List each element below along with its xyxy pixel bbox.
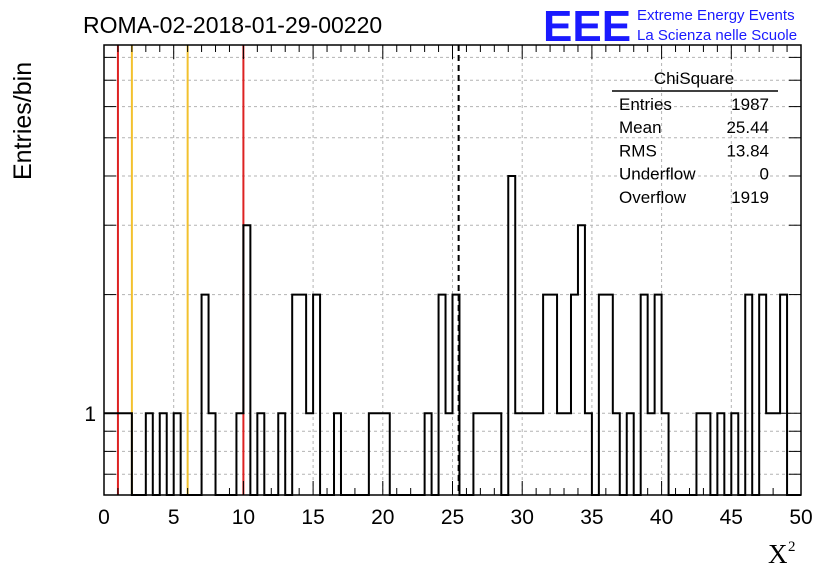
stats-rows: Entries 1987 Mean 25.44 RMS 13.84 Underflow 0 Ov… [619,95,769,207]
x-tick-label: 40 [650,506,673,529]
x-tick-label: 5 [168,506,180,529]
x-axis-label-text: X [768,539,788,569]
stats-box: ChiSquare Entries 1987 Mean 25.44 RMS 13.84 Un… [612,69,778,207]
x-axis-label-superscript: 2 [788,539,796,555]
logo-line-2: La Scienza nelle Scuole [637,27,797,44]
y-axis-label: Entries/bin [9,62,37,180]
x-tick-label: 50 [789,506,812,529]
plot-frame [103,44,802,496]
y-axis-ticks: 1 [84,56,801,475]
x-tick-label: 25 [441,506,464,529]
x-tick-label: 10 [232,506,255,529]
x-tick-label: 20 [371,506,394,529]
stats-title: ChiSquare [654,69,734,88]
stats-row-value: 25.44 [726,118,769,137]
stats-row-value: 13.84 [726,141,769,160]
logo-text: EEE [543,2,631,51]
logo-line-1: Extreme Energy Events [637,7,795,24]
x-axis-ticks: 0 5 10 15 20 25 30 35 40 45 50 [98,45,813,529]
y-tick-label: 1 [84,403,96,426]
stats-row-label: Mean [619,118,662,137]
stats-row-label: Underflow [619,165,696,184]
stats-row-label: Overflow [619,188,687,207]
x-tick-label: 45 [720,506,743,529]
chart-title: ROMA-02-2018-01-29-00220 [83,12,382,38]
stats-row-value: 1987 [731,95,769,114]
x-tick-label: 0 [98,506,110,529]
logo: EEE Extreme Energy Events La Scienza nel… [543,2,797,51]
stats-row-value: 1919 [731,188,769,207]
reference-lines [116,45,460,495]
x-axis-label: X 2 [768,539,796,569]
stats-row-value: 0 [760,165,769,184]
stats-row-label: RMS [619,141,657,160]
stats-row-label: Entries [619,95,672,114]
x-tick-label: 30 [511,506,534,529]
grid [104,45,801,495]
x-tick-label: 35 [580,506,603,529]
x-tick-label: 15 [301,506,324,529]
